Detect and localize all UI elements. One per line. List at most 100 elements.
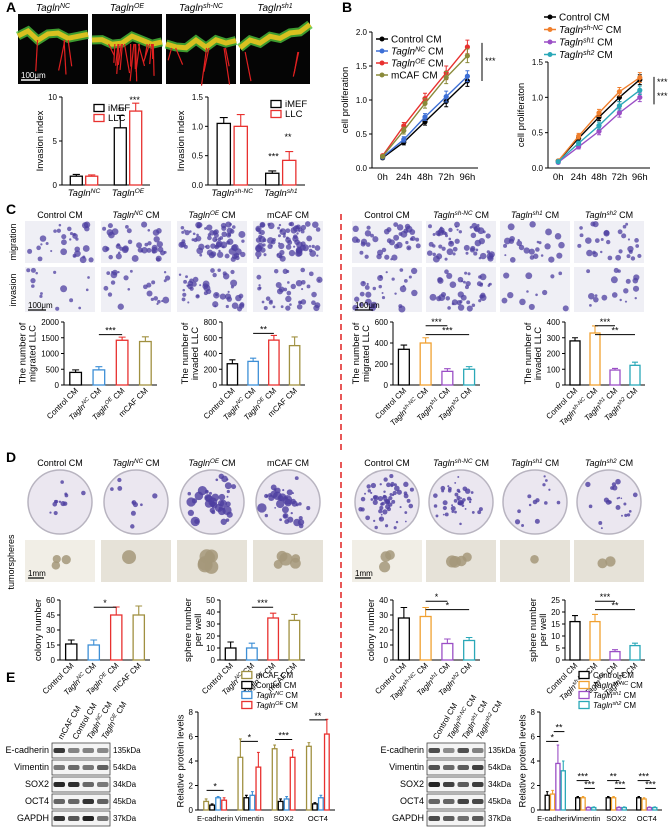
cell: [289, 303, 292, 306]
legend-label: Taglnsh2 CM: [593, 701, 636, 710]
cell: [473, 251, 478, 256]
error-bar: [250, 357, 257, 362]
cell: [381, 292, 384, 295]
y-tick-label: 2.0: [356, 28, 368, 37]
cell: [364, 230, 372, 237]
band: [68, 782, 80, 787]
y-tick-label: 30: [379, 611, 388, 620]
legend-label: Taglnsh-NC CM: [593, 681, 643, 690]
significance-label: *: [446, 601, 450, 611]
label-part: CM: [543, 210, 560, 220]
cell: [40, 243, 43, 246]
colony: [610, 486, 614, 490]
y-tick-label: 800: [204, 318, 218, 327]
colony: [390, 481, 395, 487]
bar: [243, 797, 250, 811]
label-part: sh2: [616, 671, 627, 682]
label-part: NC: [81, 396, 92, 407]
sphere: [289, 557, 301, 569]
bar: [233, 125, 249, 186]
panel-label: B: [342, 0, 352, 15]
error-bar: [248, 642, 256, 648]
legend-swatch: [578, 700, 590, 710]
y-tick-label: 100: [547, 365, 561, 374]
cell: [391, 277, 395, 281]
bar: [549, 793, 556, 811]
colony: [598, 520, 603, 525]
legend-label: Control-CM: [593, 671, 634, 680]
cell: [276, 252, 282, 259]
cell: [295, 224, 301, 230]
cell: [151, 280, 156, 285]
cell: [141, 221, 148, 228]
y-tick-label: 0: [213, 381, 218, 390]
x-tick-label: Vimentin: [235, 814, 264, 823]
cell: [212, 236, 218, 243]
y-tick-label: 600: [375, 318, 389, 327]
cell: [625, 222, 629, 226]
colony: [460, 497, 463, 499]
cell: [131, 255, 139, 262]
cell: [212, 301, 219, 308]
cell: [160, 250, 166, 256]
colony: [435, 514, 439, 518]
cell: [637, 253, 642, 259]
cell: [221, 231, 228, 238]
cell: [366, 282, 369, 286]
error-bar: [88, 174, 96, 177]
sphere: [122, 550, 137, 565]
cell: [195, 235, 202, 242]
label-part: CM: [81, 661, 98, 678]
label-part: CM: [583, 386, 600, 403]
cell: [465, 251, 469, 255]
colony: [58, 500, 62, 503]
cell: [215, 244, 219, 248]
cell: [147, 241, 152, 246]
colony: [283, 514, 288, 518]
bar: [580, 797, 586, 811]
cell: [230, 285, 234, 289]
bar: [605, 797, 611, 811]
legend-swatch: [578, 670, 590, 680]
x-tick-label: 96h: [632, 172, 648, 183]
sprout: [203, 47, 210, 72]
cell: [579, 233, 584, 238]
legend-label: LLC: [108, 113, 126, 124]
y-tick-label: 20: [206, 632, 215, 641]
band: [53, 748, 65, 753]
error-bar: [227, 641, 234, 648]
colony: [365, 515, 370, 521]
colony: [374, 525, 378, 530]
colony: [379, 483, 382, 486]
y-tick-label: 10: [379, 641, 388, 650]
label-part: CM: [425, 47, 443, 58]
error-bar: [141, 336, 149, 342]
cell: [358, 302, 364, 307]
cell: [285, 295, 292, 303]
protein-label: SOX2: [25, 779, 49, 789]
colony: [117, 477, 122, 483]
protein-label: GAPDH: [392, 813, 424, 823]
point: [443, 74, 449, 81]
label-part: sh-NC: [583, 25, 604, 32]
bar: [64, 643, 78, 661]
label-part: Tagln: [511, 210, 533, 220]
band: [82, 765, 94, 770]
cell: [181, 297, 186, 302]
colony: [514, 519, 521, 525]
blot: [51, 810, 111, 827]
bar: [288, 619, 301, 661]
cell: [586, 249, 593, 257]
cell: [634, 238, 639, 243]
y-tick-label: 20: [379, 626, 388, 635]
cell: [398, 305, 406, 313]
label-part: Tagln: [559, 38, 584, 49]
label-part: Tagln: [100, 719, 118, 741]
cell: [390, 258, 393, 261]
cell: [102, 226, 107, 231]
cell: [301, 288, 304, 291]
colony: [294, 476, 299, 481]
label-part: CM: [262, 386, 279, 403]
legend-label: iMEF: [108, 103, 130, 114]
error-bar: [256, 751, 260, 768]
